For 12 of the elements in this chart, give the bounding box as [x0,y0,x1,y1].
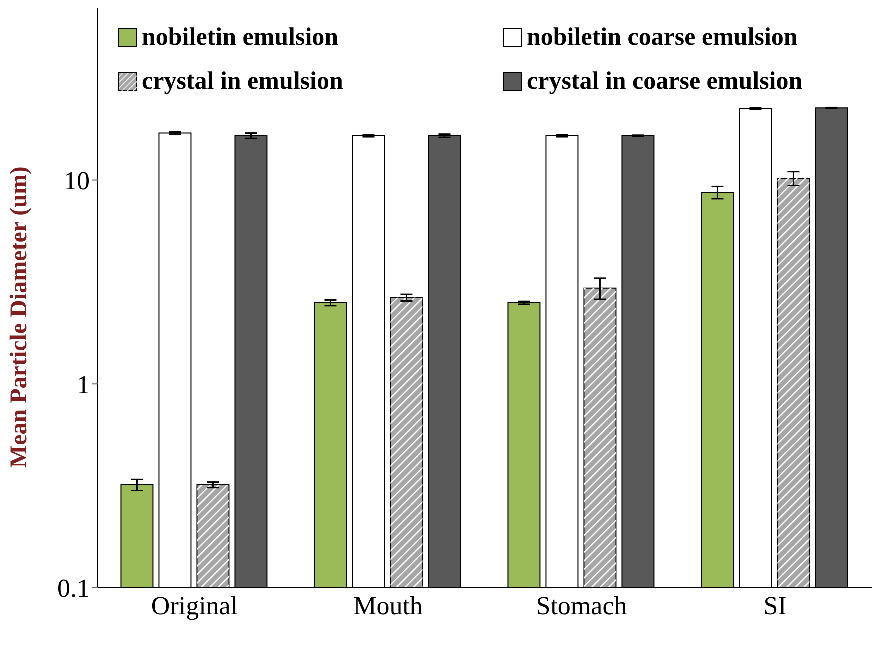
legend-label: nobiletin coarse emulsion [527,24,798,52]
y-tick-label: 10 [64,166,90,196]
legend-label: crystal in emulsion [142,68,344,96]
y-axis-title: Mean Particle Diameter (um) [6,166,33,468]
x-tick-label: Mouth [354,591,423,620]
y-tick-label: 1 [77,370,90,400]
legend-label: crystal in coarse emulsion [527,68,803,96]
x-tick-label: SI [764,591,787,620]
x-tick-label: Original [151,591,238,620]
x-tick-label: Stomach [536,591,628,620]
legend-label: nobiletin emulsion [142,24,339,52]
y-tick-label: 0.1 [58,574,90,604]
